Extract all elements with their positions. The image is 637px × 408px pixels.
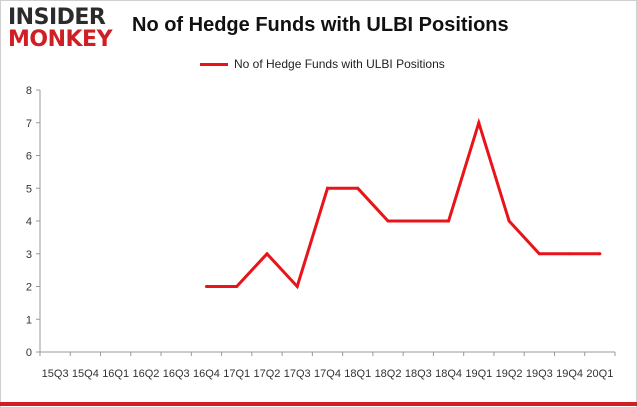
data-point	[507, 219, 511, 223]
x-tick-label: 19Q4	[556, 368, 583, 380]
x-tick-label: 18Q4	[435, 368, 462, 380]
y-tick-label: 3	[26, 249, 32, 261]
x-tick-label: 16Q4	[193, 368, 220, 380]
insider-monkey-logo: INSIDER MONKEY	[8, 4, 116, 52]
data-point	[477, 121, 481, 125]
data-point	[568, 252, 572, 256]
y-tick-label: 8	[26, 85, 32, 97]
y-tick-label: 7	[26, 118, 32, 130]
logo-text-monkey: MONKEY	[8, 27, 113, 52]
legend-label: No of Hedge Funds with ULBI Positions	[234, 57, 445, 71]
x-tick-label: 19Q2	[496, 368, 523, 380]
data-point	[537, 252, 541, 256]
y-tick-label: 0	[26, 347, 32, 359]
y-axis-ticks: 0 1 2 3 4 5 6 7 8	[26, 85, 40, 359]
x-tick-label: 17Q1	[223, 368, 250, 380]
x-tick-label: 16Q2	[132, 368, 159, 380]
chart-title: No of Hedge Funds with ULBI Positions	[132, 14, 509, 36]
x-tick-label: 15Q4	[72, 368, 99, 380]
x-tick-label: 19Q1	[465, 368, 492, 380]
y-tick-label: 5	[26, 183, 32, 195]
data-point	[265, 252, 269, 256]
data-point	[295, 285, 299, 288]
data-point	[204, 285, 208, 288]
y-tick-label: 2	[26, 282, 32, 294]
bottom-accent-rule	[0, 402, 637, 406]
data-point	[447, 219, 451, 223]
data-point	[598, 252, 602, 256]
x-tick-label: 19Q3	[526, 368, 553, 380]
data-point	[235, 285, 239, 288]
x-tick-label: 16Q1	[102, 368, 129, 380]
data-point	[386, 219, 390, 223]
y-tick-label: 1	[26, 314, 32, 326]
data-point	[416, 219, 420, 223]
x-tick-label: 17Q4	[314, 368, 341, 380]
x-tick-label: 18Q2	[375, 368, 402, 380]
x-tick-label: 18Q3	[405, 368, 432, 380]
series-layer	[204, 117, 602, 290]
x-tick-label: 18Q1	[344, 368, 371, 380]
x-tick-label: 16Q3	[163, 368, 190, 380]
data-point	[326, 186, 329, 190]
y-tick-label: 6	[26, 151, 32, 163]
x-tick-label: 17Q3	[284, 368, 311, 380]
x-tick-label: 17Q2	[254, 368, 281, 380]
data-point	[356, 186, 360, 190]
logo-text-insider: INSIDER	[8, 5, 106, 30]
axes	[39, 90, 615, 353]
x-axis-ticks: 15Q3 15Q4 16Q1 16Q2 16Q3 16Q4 17Q1 17Q2 17Q3 17Q4…	[39, 352, 616, 380]
x-tick-label: 15Q3	[42, 368, 69, 380]
y-tick-label: 4	[26, 216, 32, 228]
chart-legend: No of Hedge Funds with ULBI Positions	[200, 57, 445, 71]
series-line	[206, 117, 600, 290]
legend-line-swatch	[200, 62, 228, 66]
x-tick-label: 20Q1	[586, 368, 613, 380]
